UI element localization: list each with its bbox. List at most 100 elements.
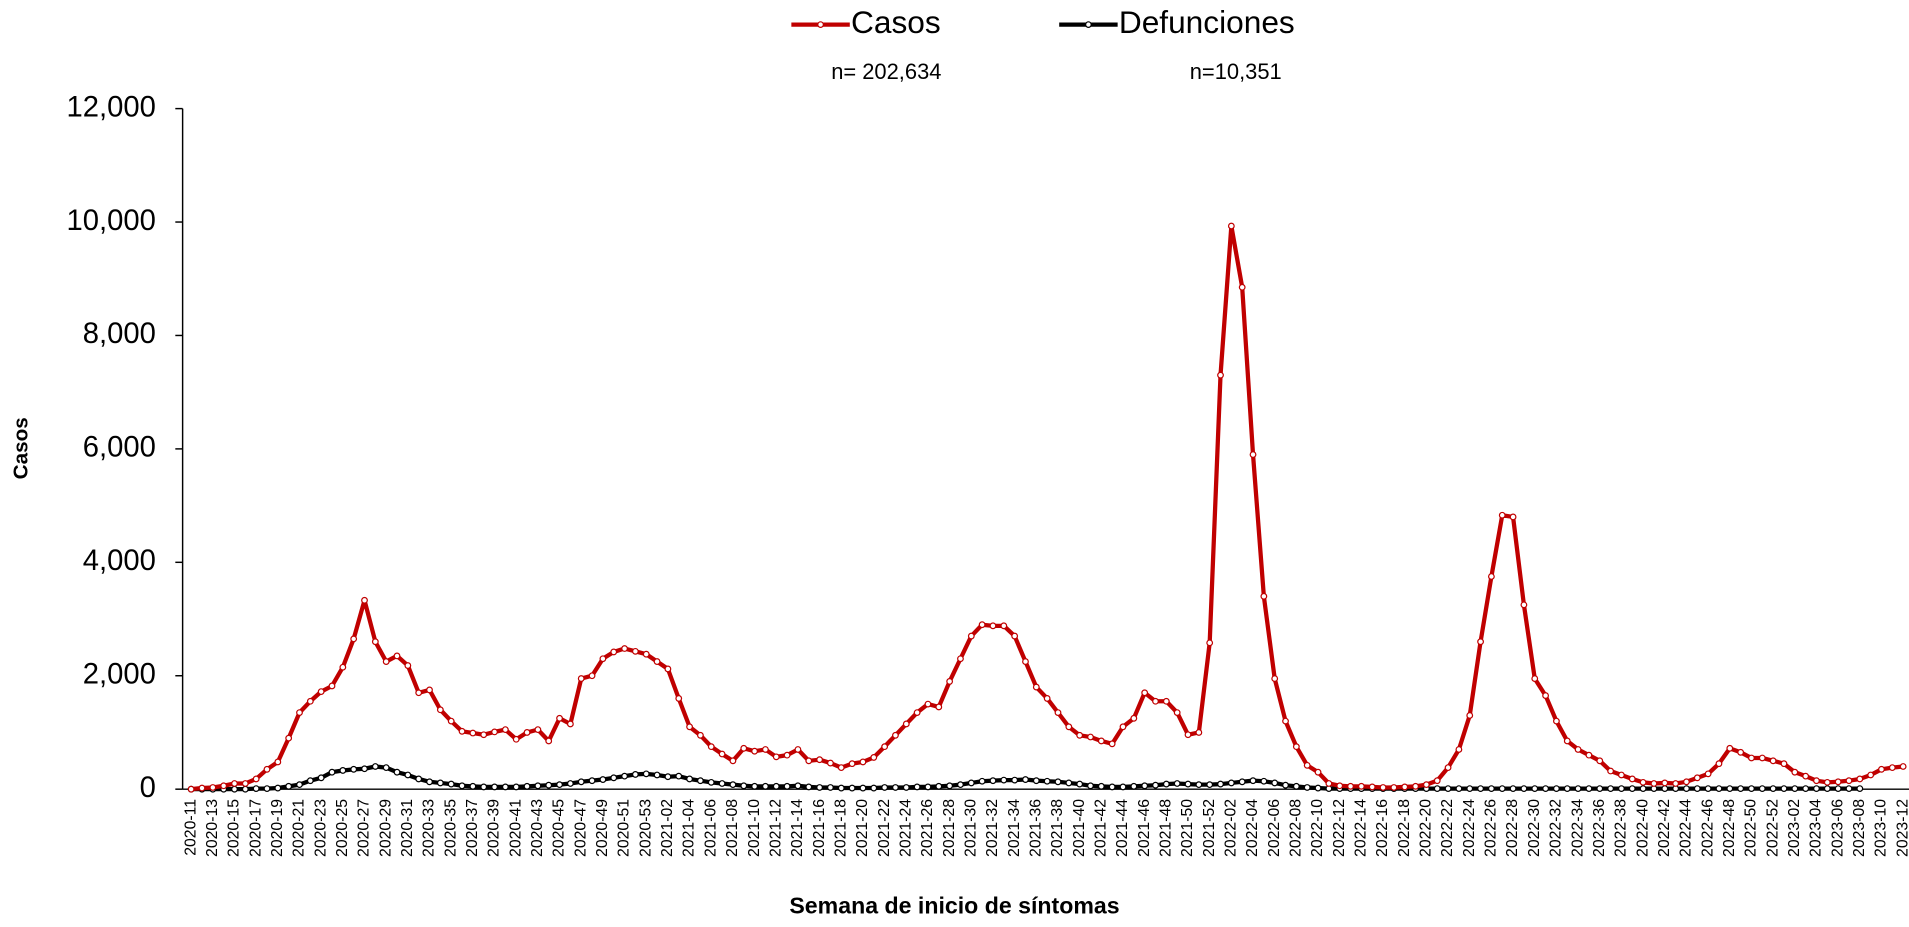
data-point [1856,775,1864,783]
data-point [1769,757,1777,765]
data-point [361,765,368,773]
data-point [686,723,693,731]
data-point [556,781,563,789]
data-point [209,784,217,791]
data-point [1813,785,1820,793]
data-point [599,655,607,663]
data-point [328,768,336,776]
data-point [1260,777,1268,785]
data-point [328,682,336,690]
data-point [989,622,997,630]
data-point [1390,784,1398,791]
data-point [686,775,693,783]
data-point [1412,782,1419,790]
x-tick-label: 2022-46 [1699,799,1716,857]
x-tick-label: 2020-53 [637,799,654,857]
legend-label: Casos [851,4,941,40]
data-point [653,771,661,779]
data-point [1357,782,1365,790]
data-point [707,743,715,751]
data-point [1368,783,1376,791]
x-tick-label: 2021-32 [984,799,1001,857]
data-point [1498,511,1506,519]
x-tick-label: 2021-02 [659,799,676,857]
data-point [1401,783,1409,791]
data-point [740,782,748,790]
data-point [967,632,975,640]
x-tick-label: 2021-18 [832,799,849,857]
data-point [1022,776,1029,783]
data-point [491,783,498,791]
data-point [491,728,498,736]
data-point [1444,764,1452,772]
data-point [1292,743,1300,751]
x-tick-label: 2022-22 [1439,799,1456,857]
data-point [1574,785,1582,793]
data-point [1845,777,1853,785]
data-point [1639,778,1647,786]
x-tick-label: 2021-44 [1114,799,1131,857]
data-point [1748,785,1755,793]
data-point [1704,785,1712,793]
data-point [1477,638,1484,646]
data-point [1076,780,1084,788]
data-point [1661,785,1669,793]
data-point [1271,675,1279,682]
x-tick-label: 2020-37 [464,799,481,857]
data-point [1184,731,1192,739]
x-tick-label: 2020-29 [377,799,394,857]
data-point [1477,785,1484,793]
data-point [1032,777,1040,785]
data-point [642,650,650,658]
data-point [501,783,509,791]
data-point [1845,785,1853,793]
data-point [848,760,856,768]
data-point [729,757,737,765]
data-point [1553,785,1560,793]
data-point [1574,746,1582,753]
data-point [1672,780,1680,787]
data-point [827,784,834,791]
x-tick-label: 2021-26 [919,799,936,857]
data-point [198,784,206,792]
data-point [751,782,758,790]
data-point [957,655,964,663]
x-tick-label: 2022-52 [1764,799,1781,857]
x-tick-label: 2021-16 [811,799,828,857]
data-point [772,753,780,761]
data-point [610,774,618,782]
data-point [1878,765,1885,773]
data-point [1347,782,1354,790]
data-point [783,751,791,759]
data-point [1683,785,1690,793]
data-point [978,621,986,629]
data-point [913,709,921,717]
data-point [1282,717,1289,725]
x-tick-label: 2021-22 [876,799,893,857]
x-tick-label: 2021-04 [681,799,698,857]
data-point [1737,785,1745,793]
data-point [1683,778,1690,786]
data-point [697,777,704,785]
data-point [1563,785,1571,793]
data-point [631,647,639,655]
data-point [1119,723,1127,731]
data-point [566,720,574,728]
x-tick-label: 2020-13 [204,799,221,857]
x-tick-label: 2022-36 [1591,799,1608,857]
data-point [935,703,943,711]
y-tick-label: 10,000 [67,205,156,237]
data-point [263,785,271,793]
y-tick-label: 2,000 [83,658,156,690]
data-point [805,757,813,765]
data-point [1206,639,1214,647]
x-tick-label: 2021-48 [1158,799,1175,857]
data-point [1065,779,1073,787]
data-point [1726,744,1734,752]
data-point [1780,785,1788,793]
data-point [642,770,650,778]
data-point [350,765,358,773]
data-point [577,778,585,786]
data-point [1087,733,1094,741]
